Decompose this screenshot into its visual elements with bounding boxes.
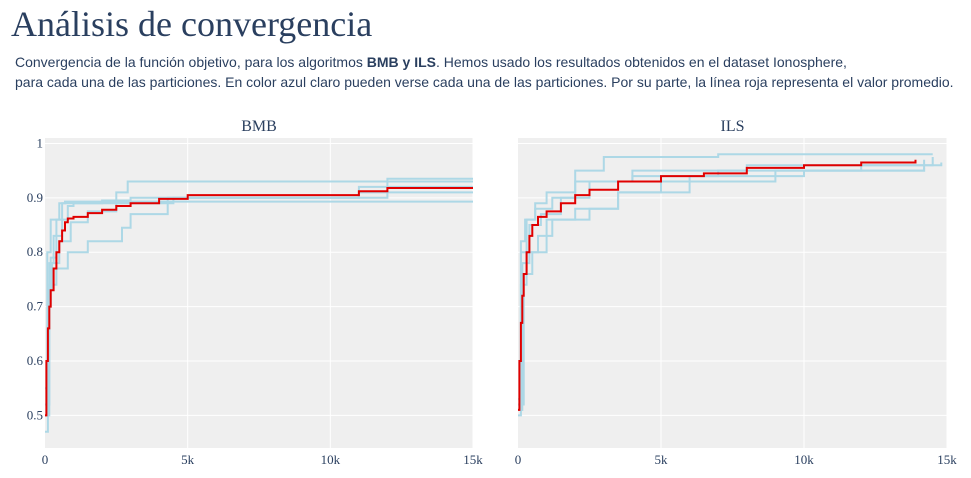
y-tick-label: 0.9 [27, 190, 43, 205]
x-tick-label: 15k [463, 452, 483, 467]
plot-area [45, 138, 473, 448]
description-line-1: Convergencia de la función objetivo, par… [15, 52, 954, 72]
page-title: Análisis de convergencia [11, 4, 373, 44]
chart-title: BMB [241, 118, 277, 135]
average-line [45, 187, 473, 417]
partition-line-1 [518, 153, 933, 411]
chart-title: ILS [721, 118, 745, 135]
partition-line-5 [45, 177, 473, 390]
y-tick-label: 1 [37, 135, 44, 150]
x-tick-label: 10k [321, 452, 341, 467]
y-tick-label: 0.6 [27, 353, 44, 368]
partition-line-4 [518, 159, 926, 406]
chart-bmb: BMB 0 5k 10k 15k 0.5 0.6 0.7 0.8 0.9 1 [27, 118, 484, 467]
x-tick-label: 15k [937, 452, 957, 467]
description-text-cont: . Hemos usado los resultados obtenidos e… [436, 54, 847, 70]
x-tick-label: 5k [181, 452, 195, 467]
x-tick-label: 5k [655, 452, 669, 467]
page-description: Convergencia de la función objetivo, par… [15, 52, 954, 92]
plot-area [518, 138, 947, 448]
partition-line-3 [518, 167, 926, 417]
description-text: Convergencia de la función objetivo, par… [15, 54, 367, 70]
x-tick-label: 10k [794, 452, 814, 467]
chart-ils: ILS 0 5k 10k 15k [515, 118, 958, 467]
average-line [518, 159, 917, 411]
y-tick-label: 0.5 [27, 407, 43, 422]
y-tick-label: 0.8 [27, 244, 43, 259]
description-line-2: para cada una de las particiones. En col… [15, 74, 954, 90]
x-tick-label: 0 [515, 452, 522, 467]
x-tick-label: 0 [42, 452, 49, 467]
description-algorithms: BMB y ILS [366, 54, 436, 70]
y-tick-label: 0.7 [27, 299, 44, 314]
